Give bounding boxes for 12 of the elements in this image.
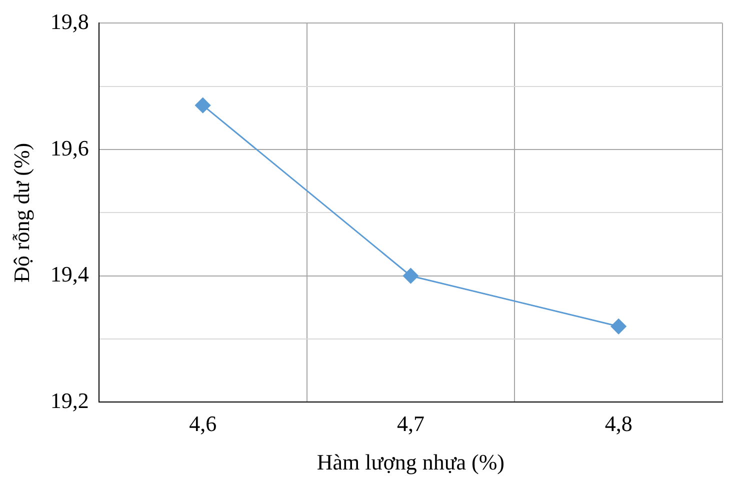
x-tick-label: 4,6 — [189, 411, 217, 436]
y-tick-label: 19,8 — [50, 8, 89, 34]
y-tick-label: 19,6 — [50, 135, 89, 160]
x-tick-label: 4,7 — [396, 411, 424, 436]
y-axis-title: Độ rỗng dư (%) — [8, 142, 34, 283]
point — [402, 268, 418, 284]
y-tick-label: 19,2 — [50, 388, 89, 413]
x-axis-title: Hàm lượng nhựa (%) — [316, 450, 505, 475]
point — [610, 318, 626, 334]
y-tick-label: 19,4 — [50, 262, 89, 287]
point — [195, 98, 211, 114]
x-tick-label: 4,8 — [604, 411, 632, 436]
